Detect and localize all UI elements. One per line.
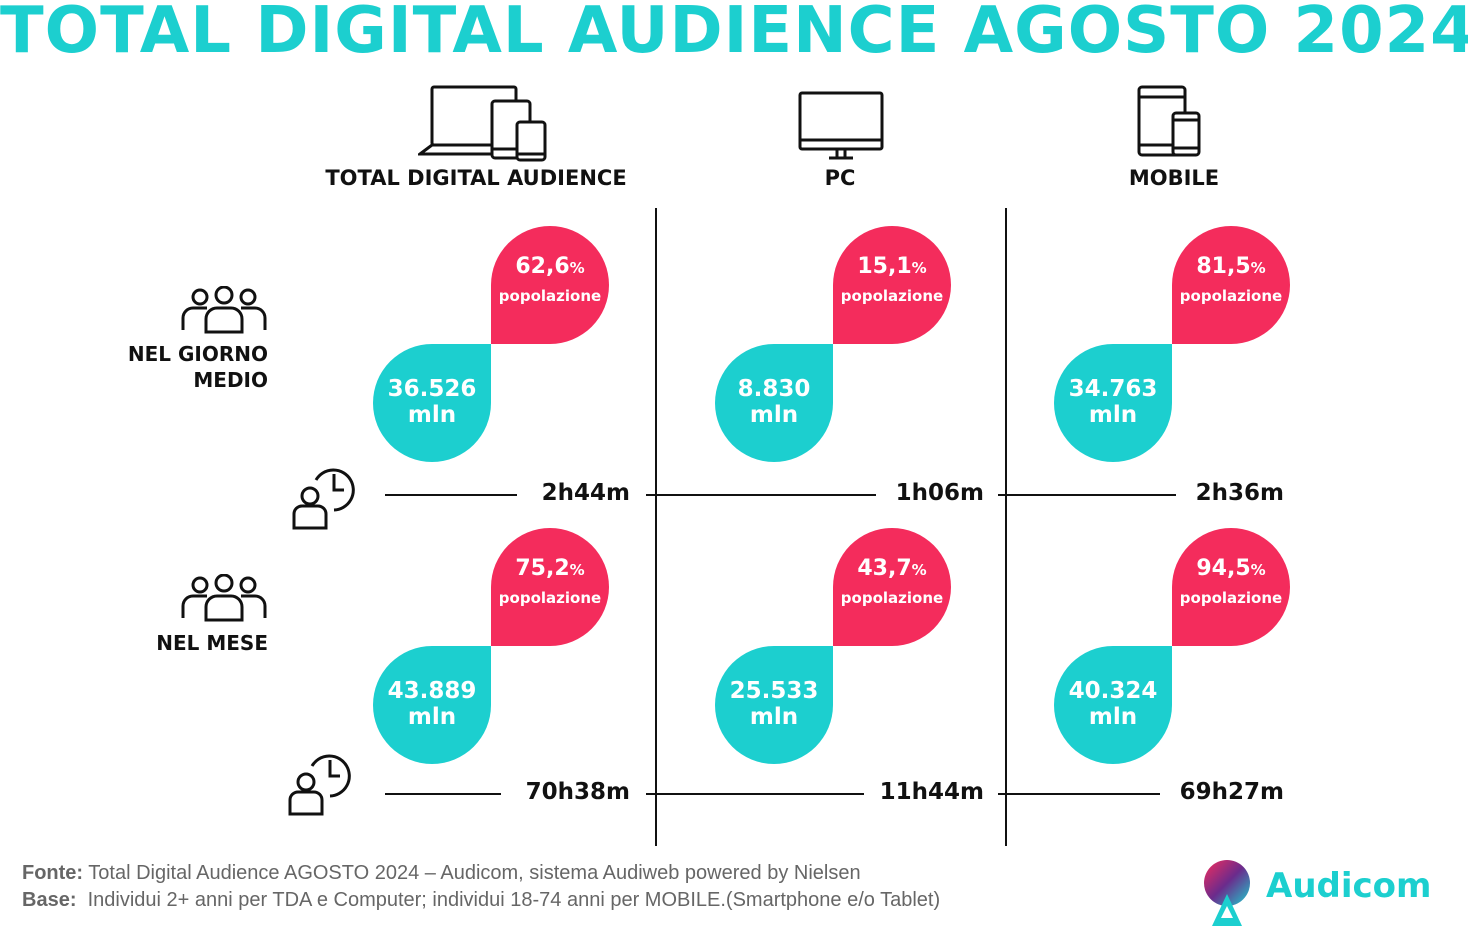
time-spent-value: 11h44m bbox=[879, 779, 984, 805]
users-badge: 8.830 mln bbox=[715, 344, 833, 462]
source-text: Total Digital Audience AGOSTO 2024 – Aud… bbox=[83, 862, 861, 884]
users-value: 36.526 bbox=[387, 376, 477, 402]
population-share-badge: 43,7% popolazione bbox=[833, 528, 951, 646]
population-pct-value: 43,7 bbox=[857, 556, 912, 581]
pct-unit: % bbox=[1250, 259, 1266, 277]
time-leader-line bbox=[385, 793, 501, 795]
page-title: TOTAL DIGITAL AUDIENCE AGOSTO 2024 bbox=[0, 0, 1468, 68]
users-unit: mln bbox=[1088, 402, 1138, 428]
person-clock-icon bbox=[292, 468, 355, 530]
time-spent-value: 2h44m bbox=[541, 480, 630, 506]
users-badge: 25.533 mln bbox=[715, 646, 833, 764]
audicom-logo-text: Audicom bbox=[1266, 866, 1432, 906]
pct-unit: % bbox=[911, 259, 927, 277]
time-leader-line bbox=[998, 494, 1176, 496]
population-share-badge: 75,2% popolazione bbox=[491, 528, 609, 646]
population-pct-value: 81,5 bbox=[1196, 254, 1251, 279]
time-leader-line bbox=[385, 494, 517, 496]
users-badge: 43.889 mln bbox=[373, 646, 491, 764]
base-note: Base: Individui 2+ anni per TDA e Comput… bbox=[22, 889, 940, 912]
time-spent-value: 2h36m bbox=[1195, 480, 1284, 506]
population-label: popolazione bbox=[840, 287, 944, 305]
population-share-badge: 81,5% popolazione bbox=[1172, 226, 1290, 344]
pct-unit: % bbox=[1250, 561, 1266, 579]
users-unit: mln bbox=[749, 402, 799, 428]
population-label: popolazione bbox=[840, 589, 944, 607]
population-label: popolazione bbox=[1179, 287, 1283, 305]
row-label-giorno-medio: NEL GIORNO MEDIO bbox=[127, 342, 268, 392]
users-value: 40.324 bbox=[1068, 678, 1158, 704]
users-value: 8.830 bbox=[737, 376, 811, 402]
time-leader-line bbox=[646, 793, 864, 795]
users-value: 43.889 bbox=[387, 678, 477, 704]
users-value: 25.533 bbox=[729, 678, 819, 704]
users-unit: mln bbox=[407, 402, 457, 428]
column-header-mobile: MOBILE bbox=[1128, 166, 1220, 190]
users-unit: mln bbox=[1088, 704, 1138, 730]
population-pct-value: 75,2 bbox=[515, 556, 570, 581]
population-pct-value: 62,6 bbox=[515, 254, 570, 279]
source-label: Fonte: bbox=[22, 862, 84, 884]
time-leader-line bbox=[646, 494, 876, 496]
users-unit: mln bbox=[749, 704, 799, 730]
time-leader-line bbox=[998, 793, 1160, 795]
column-divider bbox=[1005, 208, 1007, 846]
population-share-badge: 94,5% popolazione bbox=[1172, 528, 1290, 646]
monitor-icon bbox=[798, 91, 884, 160]
population-label: popolazione bbox=[1179, 589, 1283, 607]
column-header-pc: PC bbox=[824, 166, 856, 190]
population-pct-value: 15,1 bbox=[857, 254, 912, 279]
column-header-tda: TOTAL DIGITAL AUDIENCE bbox=[325, 166, 627, 190]
population-share-badge: 62,6% popolazione bbox=[491, 226, 609, 344]
base-text: Individui 2+ anni per TDA e Computer; in… bbox=[76, 889, 941, 911]
row-label-mese: NEL MESE bbox=[156, 631, 268, 655]
time-spent-value: 1h06m bbox=[895, 480, 984, 506]
pct-unit: % bbox=[569, 561, 585, 579]
audicom-logo-icon bbox=[1204, 860, 1250, 926]
users-badge: 36.526 mln bbox=[373, 344, 491, 462]
population-pct-value: 94,5 bbox=[1196, 556, 1251, 581]
devices-icon bbox=[418, 85, 547, 162]
pct-unit: % bbox=[911, 561, 927, 579]
population-share-badge: 15,1% popolazione bbox=[833, 226, 951, 344]
users-badge: 40.324 mln bbox=[1054, 646, 1172, 764]
population-label: popolazione bbox=[498, 589, 602, 607]
tablet-phone-icon bbox=[1137, 85, 1201, 157]
column-divider bbox=[655, 208, 657, 846]
time-spent-value: 70h38m bbox=[525, 779, 630, 805]
users-value: 34.763 bbox=[1068, 376, 1158, 402]
people-group-icon bbox=[181, 574, 267, 622]
users-unit: mln bbox=[407, 704, 457, 730]
person-clock-icon bbox=[288, 754, 351, 816]
pct-unit: % bbox=[569, 259, 585, 277]
users-badge: 34.763 mln bbox=[1054, 344, 1172, 462]
population-label: popolazione bbox=[498, 287, 602, 305]
people-group-icon bbox=[181, 286, 267, 334]
base-label: Base: bbox=[22, 889, 77, 911]
time-spent-value: 69h27m bbox=[1179, 779, 1284, 805]
source-note: Fonte: Total Digital Audience AGOSTO 202… bbox=[22, 862, 861, 885]
